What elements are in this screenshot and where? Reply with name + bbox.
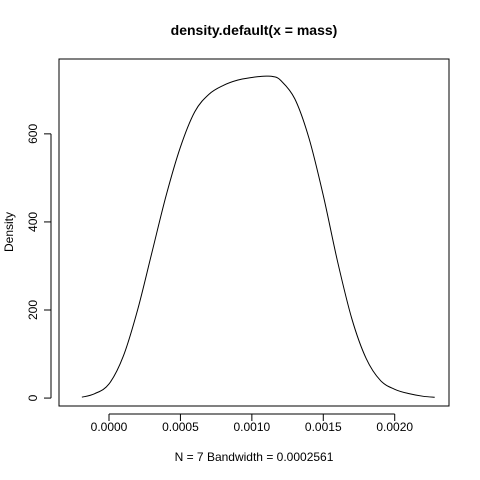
y-tick-label: 200 (26, 300, 40, 320)
y-axis: 0 200 400 600 (26, 124, 52, 401)
density-curve (81, 75, 435, 398)
plot-frame (58, 58, 450, 407)
y-tick-label: 600 (26, 124, 40, 144)
x-tick-label: 0.0020 (376, 420, 413, 434)
x-axis-label: N = 7 Bandwidth = 0.0002561 (175, 450, 334, 464)
x-tick-label: 0.0015 (305, 420, 342, 434)
x-tick-label: 0.0005 (162, 420, 199, 434)
y-tick-label: 400 (26, 212, 40, 232)
series-layer (81, 75, 435, 398)
chart-title: density.default(x = mass) (171, 22, 338, 38)
y-axis-label: Density (2, 212, 16, 252)
x-tick-label: 0.0010 (234, 420, 271, 434)
y-tick-label: 0 (26, 394, 40, 401)
x-axis: 0.0000 0.0005 0.0010 0.0015 0.0020 (91, 413, 413, 434)
x-tick-label: 0.0000 (91, 420, 128, 434)
